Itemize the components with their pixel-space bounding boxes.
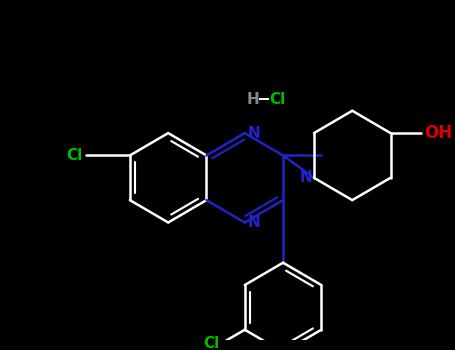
Text: H: H: [246, 92, 259, 107]
Text: N: N: [299, 170, 312, 185]
Text: N: N: [248, 215, 260, 230]
Text: N: N: [248, 126, 260, 141]
Text: Cl: Cl: [270, 92, 286, 107]
Text: Cl: Cl: [203, 336, 220, 350]
Text: OH: OH: [425, 124, 453, 142]
Text: Cl: Cl: [66, 148, 83, 163]
